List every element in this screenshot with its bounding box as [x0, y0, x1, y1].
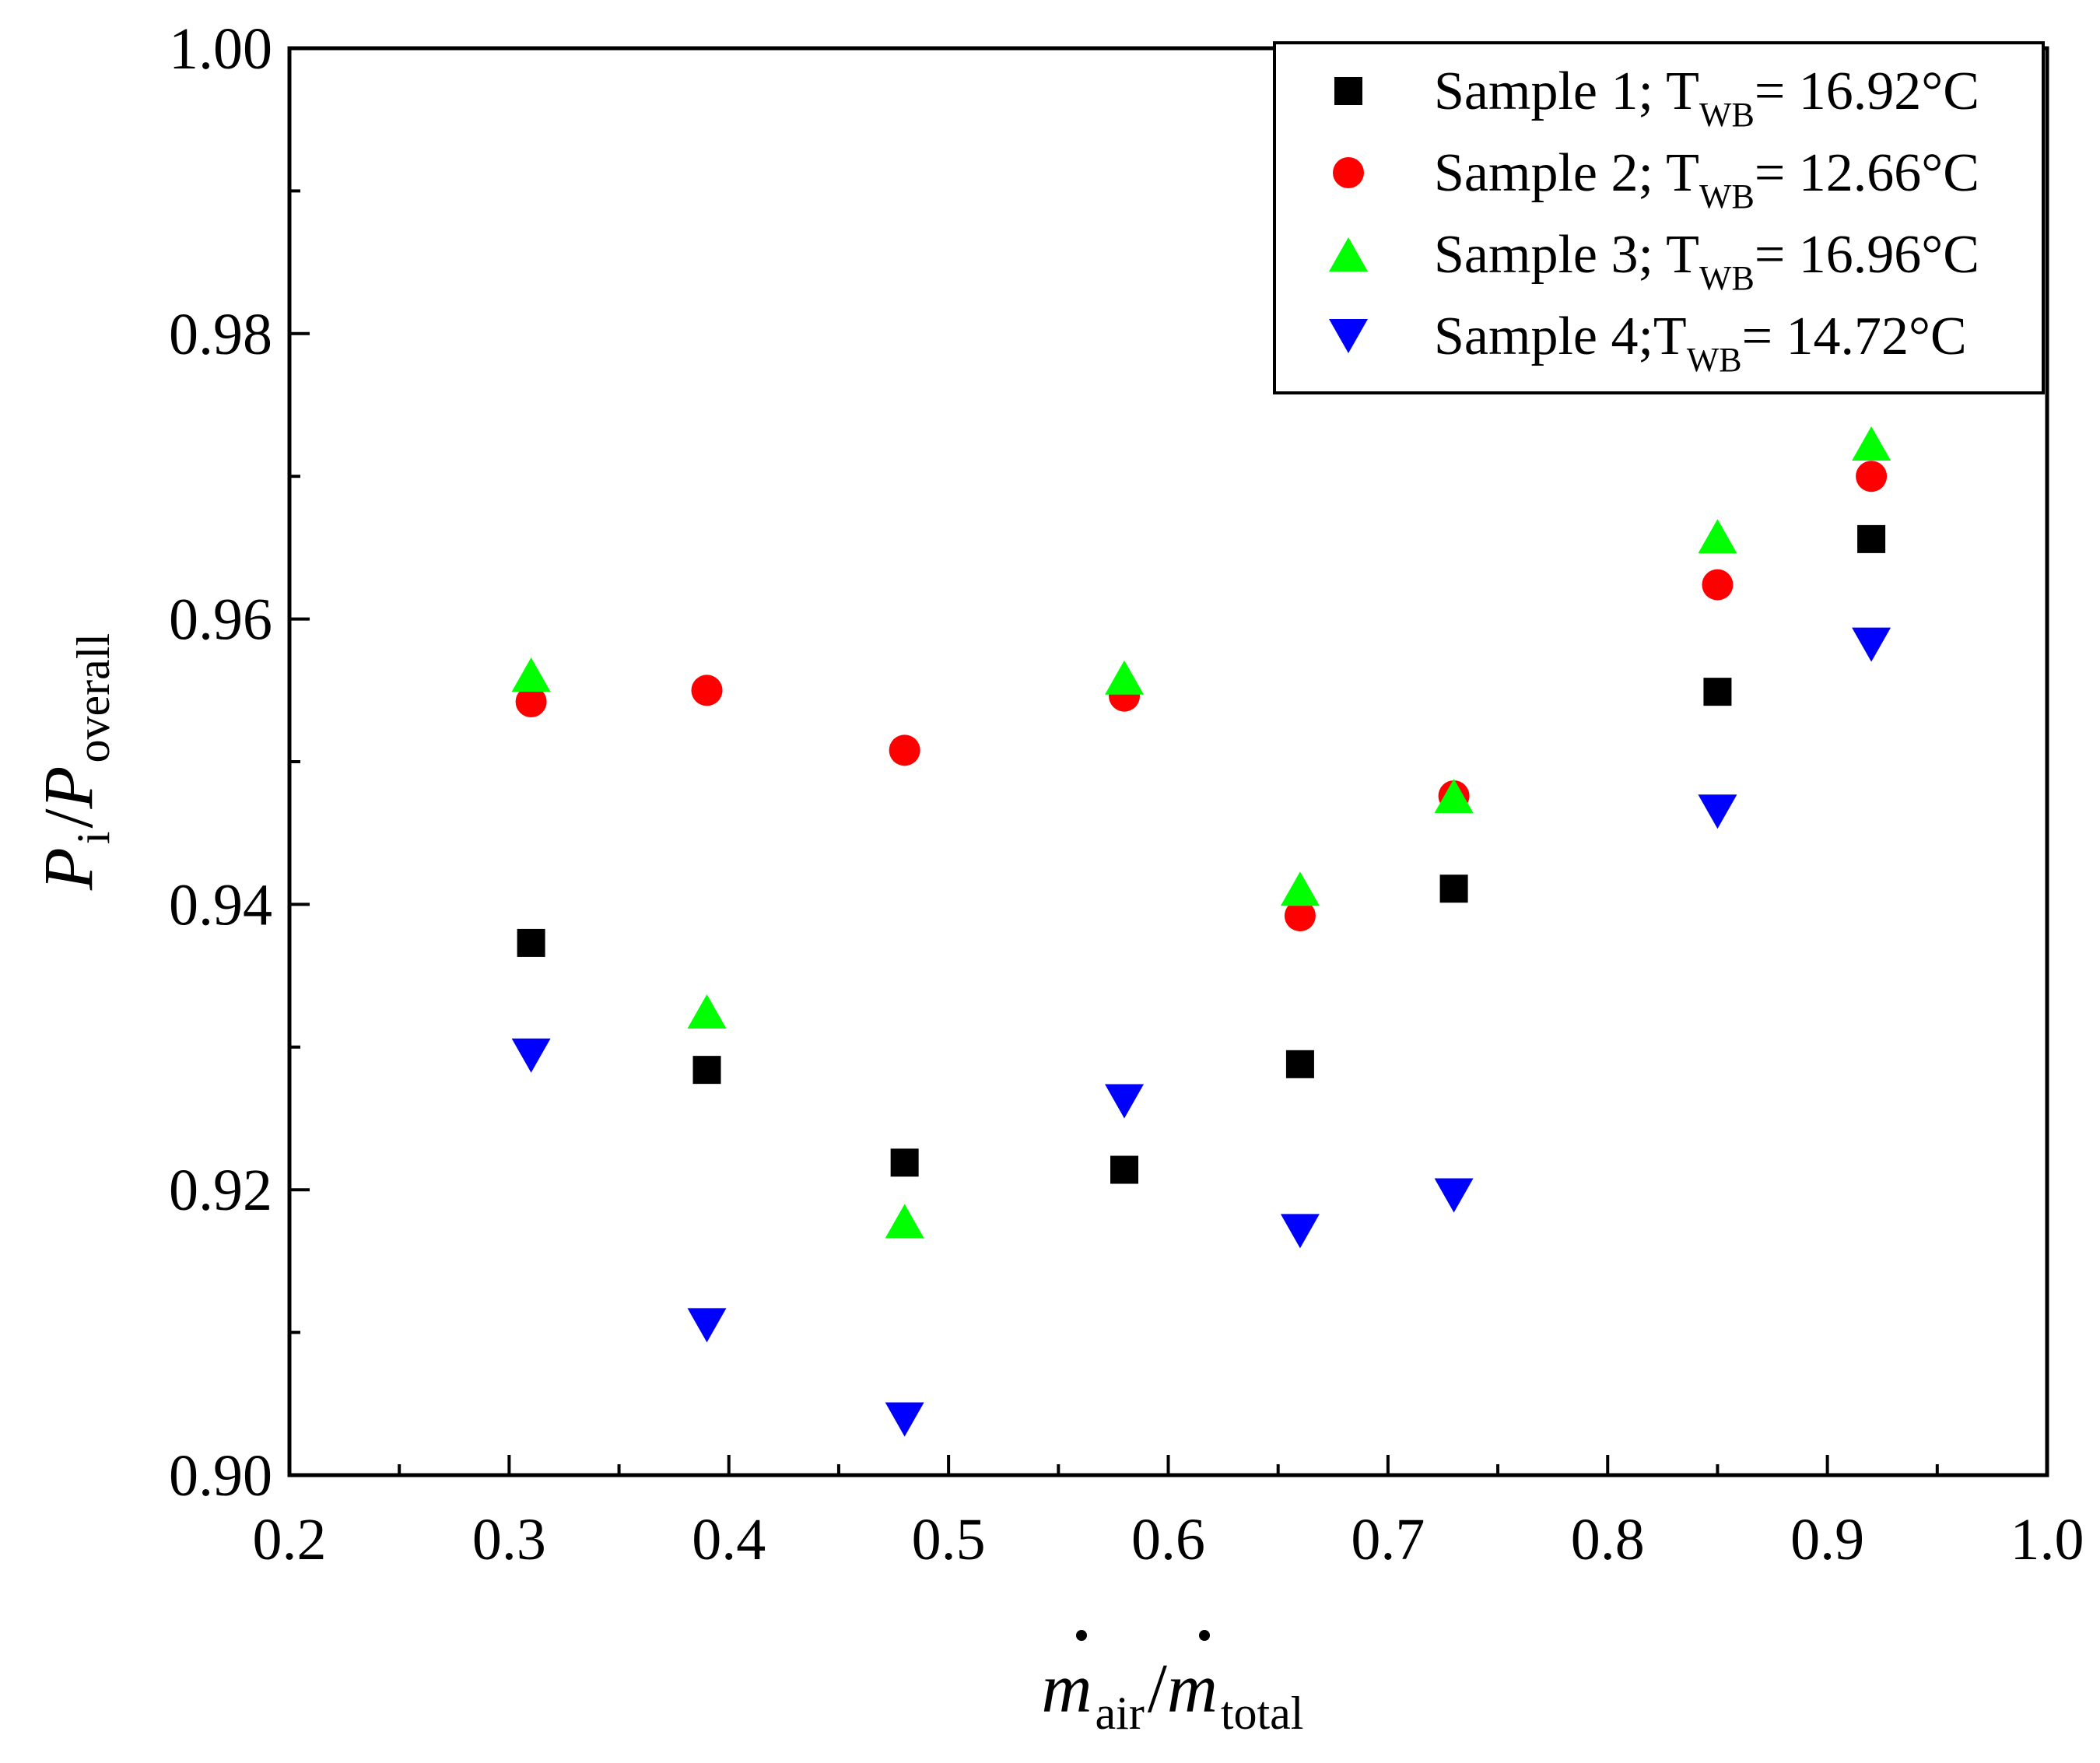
- legend-markers: [1329, 77, 1368, 353]
- data-point-sample-3: [511, 657, 551, 692]
- data-point-sample-2: [691, 675, 723, 706]
- data-point-sample-4: [1698, 794, 1737, 829]
- y-tick-label: 1.00: [169, 16, 272, 82]
- x-axis-title-dot2: [1199, 1630, 1210, 1641]
- legend-item-sample-4: Sample 4;TWB= 14.72°C: [1434, 307, 1967, 379]
- legend-label-3-suffix: = 16.96°C: [1755, 225, 1979, 285]
- y-tick-label: 0.92: [169, 1158, 272, 1223]
- legend-label-2-prefix: Sample 2; T: [1434, 143, 1699, 203]
- y-axis-title-sep: /: [30, 808, 107, 828]
- legend-marker-sample-4: [1329, 319, 1368, 353]
- legend-label-1-sub: WB: [1699, 96, 1755, 134]
- data-marks: [511, 426, 1891, 1437]
- y-axis: 0.90 0.92 0.94 0.96 0.98 1.00: [169, 16, 310, 1509]
- x-tick-label: 0.5: [912, 1507, 986, 1572]
- legend-label-4-sub: WB: [1687, 341, 1742, 379]
- y-axis-title-sub1: i: [68, 831, 119, 844]
- data-point-sample-1: [890, 1148, 919, 1177]
- legend-label-4-prefix: Sample 4;T: [1434, 307, 1687, 366]
- x-axis-title-sub2: total: [1221, 1688, 1304, 1739]
- x-axis-title-main1: m: [1042, 1650, 1092, 1727]
- y-axis-title-main2: P: [30, 766, 107, 809]
- data-point-sample-4: [1434, 1178, 1474, 1213]
- x-axis-title-sub1: air: [1096, 1688, 1145, 1739]
- y-tick-label: 0.96: [169, 587, 272, 653]
- data-point-sample-2: [1702, 569, 1734, 601]
- x-axis-title-sep: /: [1148, 1650, 1167, 1727]
- legend-marker-sample-1: [1334, 77, 1362, 105]
- legend-label-1-suffix: = 16.92°C: [1755, 61, 1979, 121]
- legend-label-1-prefix: Sample 1; T: [1434, 61, 1699, 121]
- data-point-sample-1: [517, 928, 545, 957]
- data-point-sample-4: [885, 1402, 924, 1437]
- data-point-sample-1: [692, 1056, 721, 1085]
- data-point-sample-3: [1698, 519, 1737, 554]
- legend: Sample 1; TWB= 16.92°C Sample 2; TWB= 12…: [1273, 41, 2045, 394]
- x-axis-title-dot1: [1076, 1630, 1087, 1641]
- legend-box: [1273, 41, 2045, 394]
- y-axis-title-sub2: overall: [68, 633, 119, 763]
- data-point-sample-4: [511, 1038, 551, 1073]
- legend-label-4-suffix: = 14.72°C: [1742, 307, 1967, 366]
- x-tick-label: 0.8: [1571, 1507, 1645, 1572]
- data-point-sample-1: [1285, 1050, 1314, 1078]
- legend-label-3-sub: WB: [1699, 259, 1755, 297]
- data-point-sample-1: [1110, 1155, 1139, 1184]
- data-point-sample-1: [1703, 678, 1732, 706]
- data-point-sample-2: [1856, 461, 1888, 492]
- data-point-sample-4: [687, 1308, 727, 1343]
- y-axis-title-main1: P: [30, 847, 107, 891]
- x-axis: 0.2 0.3 0.4 0.5 0.6 0.7 0.8 0.9 1.0: [253, 1455, 2084, 1572]
- data-point-sample-3: [1434, 779, 1474, 814]
- y-tick-label: 0.90: [169, 1443, 272, 1509]
- x-tick-label: 0.4: [692, 1507, 766, 1572]
- x-tick-label: 0.6: [1131, 1507, 1205, 1572]
- x-axis-title: mair/mtotal: [1042, 1630, 1304, 1739]
- x-tick-label: 0.7: [1351, 1507, 1425, 1572]
- legend-label-2-sub: WB: [1699, 177, 1755, 216]
- x-tick-label: 0.3: [472, 1507, 546, 1572]
- x-tick-label: 1.0: [2011, 1507, 2084, 1572]
- y-tick-label: 0.94: [169, 872, 272, 938]
- legend-label-2-suffix: = 12.66°C: [1755, 143, 1979, 203]
- data-point-sample-3: [1852, 426, 1891, 461]
- x-tick-label: 0.2: [253, 1507, 327, 1572]
- x-tick-label: 0.9: [1790, 1507, 1864, 1572]
- legend-item-sample-3: Sample 3; TWB= 16.96°C: [1434, 225, 1979, 297]
- data-point-sample-3: [1280, 871, 1320, 906]
- data-point-sample-3: [687, 994, 727, 1029]
- data-point-sample-4: [1105, 1084, 1145, 1119]
- data-point-sample-4: [1852, 627, 1891, 662]
- data-point-sample-3: [1105, 660, 1145, 695]
- data-point-sample-2: [889, 734, 920, 766]
- data-point-sample-2: [515, 685, 547, 717]
- legend-item-sample-2: Sample 2; TWB= 12.66°C: [1434, 143, 1979, 216]
- legend-marker-sample-3: [1329, 237, 1368, 272]
- data-point-sample-4: [1280, 1214, 1320, 1249]
- legend-label-3-prefix: Sample 3; T: [1434, 225, 1699, 285]
- data-point-sample-2: [1284, 900, 1316, 932]
- legend-item-sample-1: Sample 1; TWB= 16.92°C: [1434, 61, 1979, 134]
- data-point-sample-1: [1857, 524, 1886, 553]
- x-axis-title-text: mair/mtotal: [1042, 1650, 1304, 1739]
- data-point-sample-3: [885, 1204, 924, 1239]
- legend-marker-sample-2: [1333, 157, 1364, 188]
- data-point-sample-1: [1439, 874, 1468, 903]
- y-axis-title: Pi/Poverall: [30, 633, 119, 891]
- x-axis-title-main2: m: [1167, 1650, 1218, 1727]
- y-tick-label: 0.98: [169, 302, 272, 367]
